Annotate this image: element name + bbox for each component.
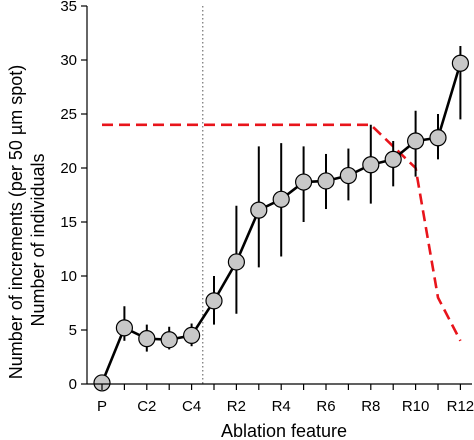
data-point [362,156,380,174]
data-point [339,166,357,185]
y-tick-label: 0 [69,376,77,393]
y-tick-label: 5 [69,322,77,339]
data-point [138,330,156,348]
x-tick-label: C2 [137,398,156,415]
y-axis-title-line1: Number of increments (per 50 µm spot) [6,65,26,379]
data-point [93,374,111,392]
data-point [250,201,268,219]
data-point [227,253,245,271]
y-axis-title-line2: Number of individuals [28,153,48,326]
data-point [451,54,469,72]
x-tick-label: R4 [272,398,291,415]
data-point [115,319,134,337]
x-tick-label: R8 [361,398,380,415]
data-point [183,326,201,344]
data-point [429,129,447,147]
y-tick-label: 20 [60,160,77,177]
data-point [295,173,313,191]
x-tick-label: R2 [227,398,246,415]
y-tick-label: 25 [60,106,77,123]
x-tick-label: R10 [402,398,430,415]
x-tick-label: R12 [447,398,474,415]
data-point [205,292,223,310]
data-point [160,331,178,349]
data-point [317,172,335,190]
x-axis-title: Ablation feature [221,421,347,440]
data-point [384,150,402,168]
data-point [272,190,290,208]
x-tick-label: C4 [182,398,201,415]
x-tick-label: R6 [316,398,335,415]
y-tick-label: 15 [60,214,77,231]
y-tick-label: 30 [60,52,77,69]
y-tick-label: 35 [60,0,77,15]
x-tick-label: P [97,398,107,415]
y-tick-label: 10 [60,268,77,285]
data-point [407,132,425,150]
